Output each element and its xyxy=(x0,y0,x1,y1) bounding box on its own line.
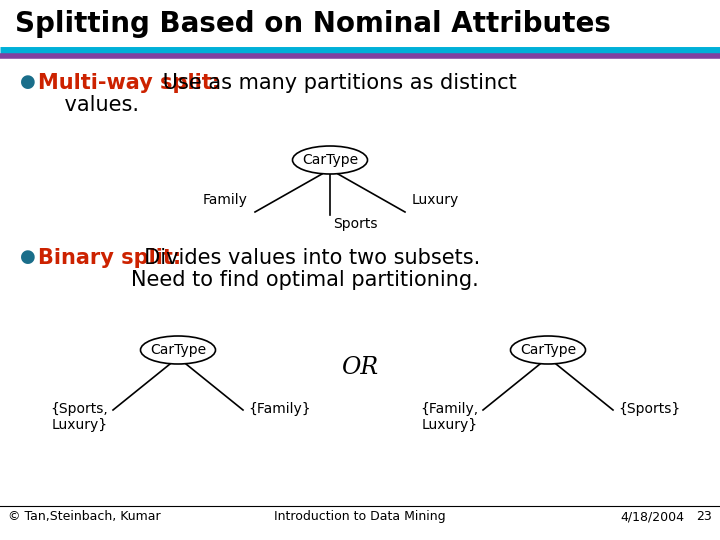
Text: Luxury: Luxury xyxy=(412,193,459,207)
Text: Multi-way split:: Multi-way split: xyxy=(38,73,220,93)
Text: values.: values. xyxy=(38,95,139,115)
Text: Sports: Sports xyxy=(333,217,377,231)
Text: Splitting Based on Nominal Attributes: Splitting Based on Nominal Attributes xyxy=(15,10,611,38)
Text: Introduction to Data Mining: Introduction to Data Mining xyxy=(274,510,446,523)
Text: Binary split:: Binary split: xyxy=(38,248,181,268)
Ellipse shape xyxy=(292,146,367,174)
Ellipse shape xyxy=(510,336,585,364)
Text: ●: ● xyxy=(20,248,36,266)
Text: Family: Family xyxy=(203,193,248,207)
Text: 23: 23 xyxy=(696,510,712,523)
Text: © Tan,Steinbach, Kumar: © Tan,Steinbach, Kumar xyxy=(8,510,161,523)
Text: CarType: CarType xyxy=(302,153,358,167)
Text: Need to find optimal partitioning.: Need to find optimal partitioning. xyxy=(131,270,479,290)
Text: Divides values into two subsets.: Divides values into two subsets. xyxy=(131,248,480,268)
Text: {Family,
Luxury}: {Family, Luxury} xyxy=(420,402,478,432)
Text: CarType: CarType xyxy=(150,343,206,357)
Text: {Family}: {Family} xyxy=(248,402,310,416)
Text: {Sports}: {Sports} xyxy=(618,402,680,416)
Text: OR: OR xyxy=(341,356,379,380)
Ellipse shape xyxy=(140,336,215,364)
Text: 4/18/2004: 4/18/2004 xyxy=(620,510,684,523)
Text: CarType: CarType xyxy=(520,343,576,357)
Text: Use as many partitions as distinct: Use as many partitions as distinct xyxy=(156,73,517,93)
Text: ●: ● xyxy=(20,73,36,91)
Text: {Sports,
Luxury}: {Sports, Luxury} xyxy=(50,402,108,432)
